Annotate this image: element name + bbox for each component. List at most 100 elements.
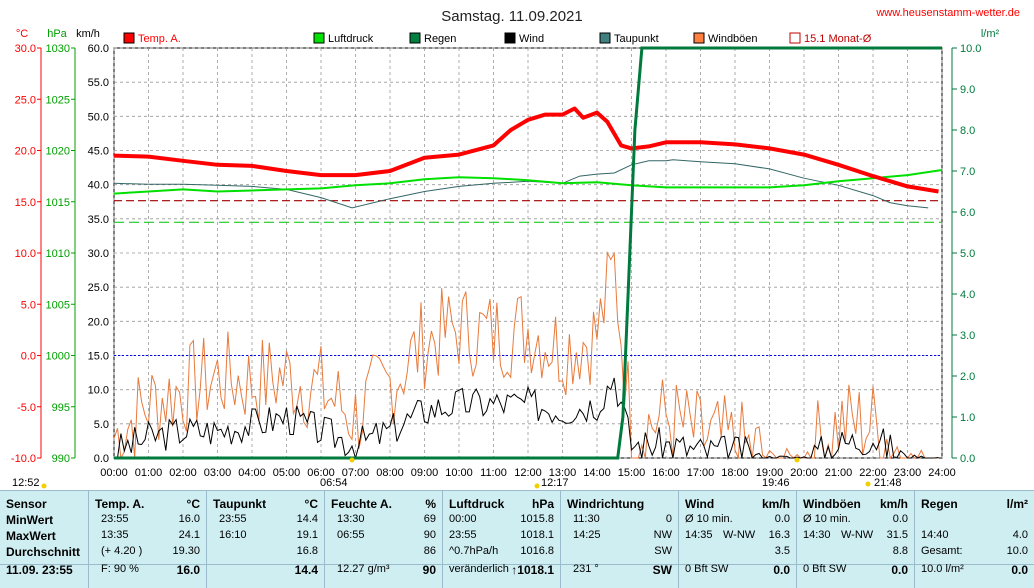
hum-row-value: 69	[423, 513, 436, 525]
press-unit: hPa	[531, 497, 554, 511]
time-tick-label: 00:00	[100, 467, 128, 479]
time-tick-label: 06:00	[307, 467, 335, 479]
sun-marker-label: 12:17	[541, 477, 569, 489]
gust-row-direction: W-NW	[841, 529, 874, 541]
temp-header: Temp. A.	[95, 497, 145, 511]
legend-item	[219, 32, 231, 44]
chart-title: Samstag. 11.09.2021	[441, 8, 583, 25]
wind-row-time: Ø 10 min.	[685, 513, 733, 525]
wind-tick-label: 15.0	[88, 351, 109, 363]
pressure-tick-label: 1000	[46, 351, 70, 363]
row-separator	[561, 564, 679, 565]
legend: Temp. A. Luftdruck Regen Wind Taupunkt Windbö…	[123, 32, 872, 45]
rain-row-value: 10.0	[1006, 545, 1028, 557]
wind-row-time: 0 Bft SW	[685, 563, 729, 575]
gust-row-value: 31.5	[886, 529, 908, 541]
press-column: Luftdruck hPa 00:00 1015.8 23:55 1018.1 ^0.7hP…	[442, 491, 561, 588]
sun-marker-icon	[865, 481, 871, 487]
legend-item: Windböen	[693, 32, 758, 45]
legend-label: Temp. A.	[138, 33, 181, 45]
wind-tick-label: 25.0	[88, 282, 109, 294]
wind-row-direction: W-NW	[723, 529, 756, 541]
temp-tick-label: 30.0	[15, 43, 36, 55]
dew-row-value: 14.4	[296, 513, 318, 525]
temp-unit: °C	[186, 497, 200, 511]
rain-row-value: 4.0	[1012, 529, 1028, 541]
dir-column: Windrichtung 11:30 0 14:25 NW SW 231 ° SW	[560, 491, 679, 588]
dir-row-value: SW	[654, 545, 672, 557]
gust-column: Windböen km/h Ø 10 min. 0.0 14:30 W-NW 31.5 8.8…	[796, 491, 915, 588]
legend-label: Windböen	[708, 33, 758, 45]
summary-panel: Sensor MinWert MaxWert Durchschnitt 11.09. 2…	[0, 490, 1034, 588]
wind-row-value: 3.5	[774, 545, 790, 557]
wind-unit: km/h	[761, 497, 790, 511]
temp-row-value: 24.1	[178, 529, 200, 541]
hum-unit: %	[425, 497, 436, 511]
dir-row-time: 231 °	[573, 563, 599, 575]
rain-tick-label: 4.0	[960, 289, 975, 301]
dir-row-time: 14:25	[573, 529, 601, 541]
wind-tick-label: 0.0	[94, 453, 109, 465]
sun-marker-icon	[794, 457, 800, 463]
wind-tick-label: 10.0	[88, 385, 109, 397]
rain-row-value: 0.0	[1011, 563, 1028, 577]
temp-row-time: 13:35	[101, 529, 129, 541]
wind-tick-label: 5.0	[94, 419, 109, 431]
press-row-value: 1016.8	[520, 545, 554, 557]
wind-tick-label: 40.0	[88, 180, 109, 192]
row-separator	[207, 564, 325, 565]
temp-tick-label: 15.0	[15, 197, 36, 209]
wind-tick-label: 30.0	[88, 248, 109, 260]
legend-item: Temp. A.	[123, 32, 181, 45]
rain-unit: l/m²	[1006, 497, 1028, 511]
sensor-row-label: MinWert	[6, 513, 54, 527]
wind-row-value: 0.0	[773, 563, 790, 577]
legend-label: Taupunkt	[614, 33, 659, 45]
legend-swatch	[693, 32, 705, 44]
time-tick-label: 12:00	[514, 467, 542, 479]
press-header: Luftdruck	[449, 497, 505, 511]
temp-row-value: 16.0	[178, 513, 200, 525]
gust-row-value: 0.0	[892, 513, 908, 525]
row-separator	[0, 564, 88, 565]
wind-tick-label: 50.0	[88, 111, 109, 123]
rain-tick-label: 6.0	[960, 207, 975, 219]
dew-row-value: 14.4	[294, 563, 318, 577]
time-tick-label: 23:00	[894, 467, 922, 479]
temp-tick-label: 25.0	[15, 94, 36, 106]
legend-label: Wind	[519, 33, 544, 45]
time-tick-label: 04:00	[238, 467, 266, 479]
wind-row-value: 0.0	[774, 513, 790, 525]
series	[113, 46, 943, 460]
time-tick-label: 15:00	[618, 467, 646, 479]
legend-label: Regen	[424, 33, 456, 45]
time-tick-label: 14:00	[583, 467, 611, 479]
rain-tick-label: 10.0	[960, 43, 981, 55]
sun-marker-label: 06:54	[320, 477, 348, 489]
time-tick-label: 10:00	[445, 467, 473, 479]
rain-row-time: 14:40	[921, 529, 949, 541]
time-tick-label: 21:00	[825, 467, 853, 479]
rain-tick-label: 9.0	[960, 84, 975, 96]
press-row-time: 23:55	[449, 529, 477, 541]
dew-row-time: 23:55	[219, 513, 247, 525]
sensor-column: Sensor MinWert MaxWert Durchschnitt 11.09. 2…	[0, 491, 88, 588]
rain-tick-label: 8.0	[960, 125, 975, 137]
time-tick-label: 08:00	[376, 467, 404, 479]
pressure-tick-label: 990	[52, 453, 70, 465]
sun-marker-icon	[41, 483, 47, 489]
temp-tick-label: 10.0	[15, 248, 36, 260]
hum-row-time: 06:55	[337, 529, 365, 541]
legend-swatch	[219, 32, 231, 44]
temp-tick-label: -5.0	[17, 402, 36, 414]
x-axis: 00:00 01:00 02:00 03:00 04:00 05:00 06:00 07:00…	[12, 457, 956, 489]
rain-tick-label: 1.0	[960, 412, 975, 424]
rain-tick-label: 5.0	[960, 248, 975, 260]
row-separator	[797, 564, 915, 565]
legend-swatch	[313, 32, 325, 44]
hum-row-value: 90	[422, 563, 436, 577]
wind-header: Wind	[685, 497, 715, 511]
wind-row-value: 16.3	[768, 529, 790, 541]
website-link[interactable]: www.heusenstamm-wetter.de	[875, 7, 1020, 19]
time-tick-label: 16:00	[652, 467, 680, 479]
